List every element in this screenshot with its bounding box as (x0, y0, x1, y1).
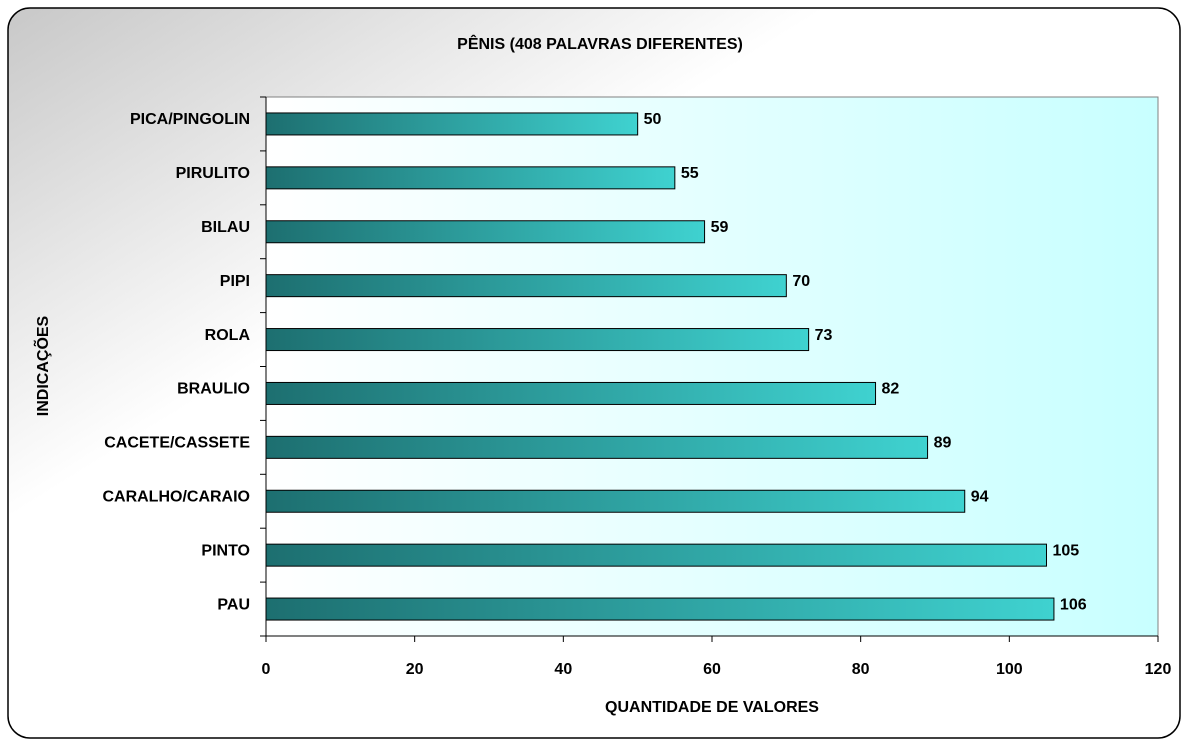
y-tick-label: CARALHO/CARAIO (102, 488, 250, 505)
data-label: 70 (792, 273, 810, 290)
data-label: 73 (815, 327, 833, 344)
bar (265, 489, 966, 513)
bar (265, 435, 929, 459)
y-tick-label: PINTO (201, 542, 250, 559)
bar (265, 543, 1047, 567)
x-tick-label: 120 (1145, 661, 1172, 678)
data-label: 89 (934, 435, 952, 452)
chart-title: PÊNIS (408 PALAVRAS DIFERENTES) (457, 34, 743, 53)
y-tick-label: BILAU (201, 219, 250, 236)
y-tick-label: CACETE/CASSETE (104, 435, 250, 452)
bar (265, 597, 1055, 621)
y-tick-label: PIRULITO (176, 165, 250, 182)
data-label: 106 (1060, 596, 1087, 613)
x-tick-label: 80 (852, 661, 870, 678)
data-label: 50 (644, 111, 662, 128)
y-tick-label: PIPI (220, 273, 250, 290)
bar (265, 220, 706, 244)
data-label: 55 (681, 165, 699, 182)
data-label: 105 (1053, 542, 1080, 559)
x-tick-label: 40 (554, 661, 572, 678)
bar (265, 112, 639, 136)
y-tick-label: PICA/PINGOLIN (130, 111, 250, 128)
y-tick-label: BRAULIO (177, 381, 250, 398)
x-tick-label: 100 (996, 661, 1023, 678)
bar (265, 274, 787, 298)
data-label: 82 (882, 381, 900, 398)
bar (265, 328, 810, 352)
x-tick-label: 0 (262, 661, 271, 678)
y-axis-label: INDICAÇÕES (32, 315, 52, 416)
x-tick-label: 20 (406, 661, 424, 678)
data-label: 59 (711, 219, 729, 236)
bar (265, 166, 676, 190)
x-axis-label: QUANTIDADE DE VALORES (605, 699, 819, 716)
x-tick-label: 60 (703, 661, 721, 678)
y-tick-label: ROLA (205, 327, 251, 344)
bar (265, 381, 877, 405)
data-label: 94 (971, 488, 989, 505)
y-tick-label: PAU (217, 596, 250, 613)
